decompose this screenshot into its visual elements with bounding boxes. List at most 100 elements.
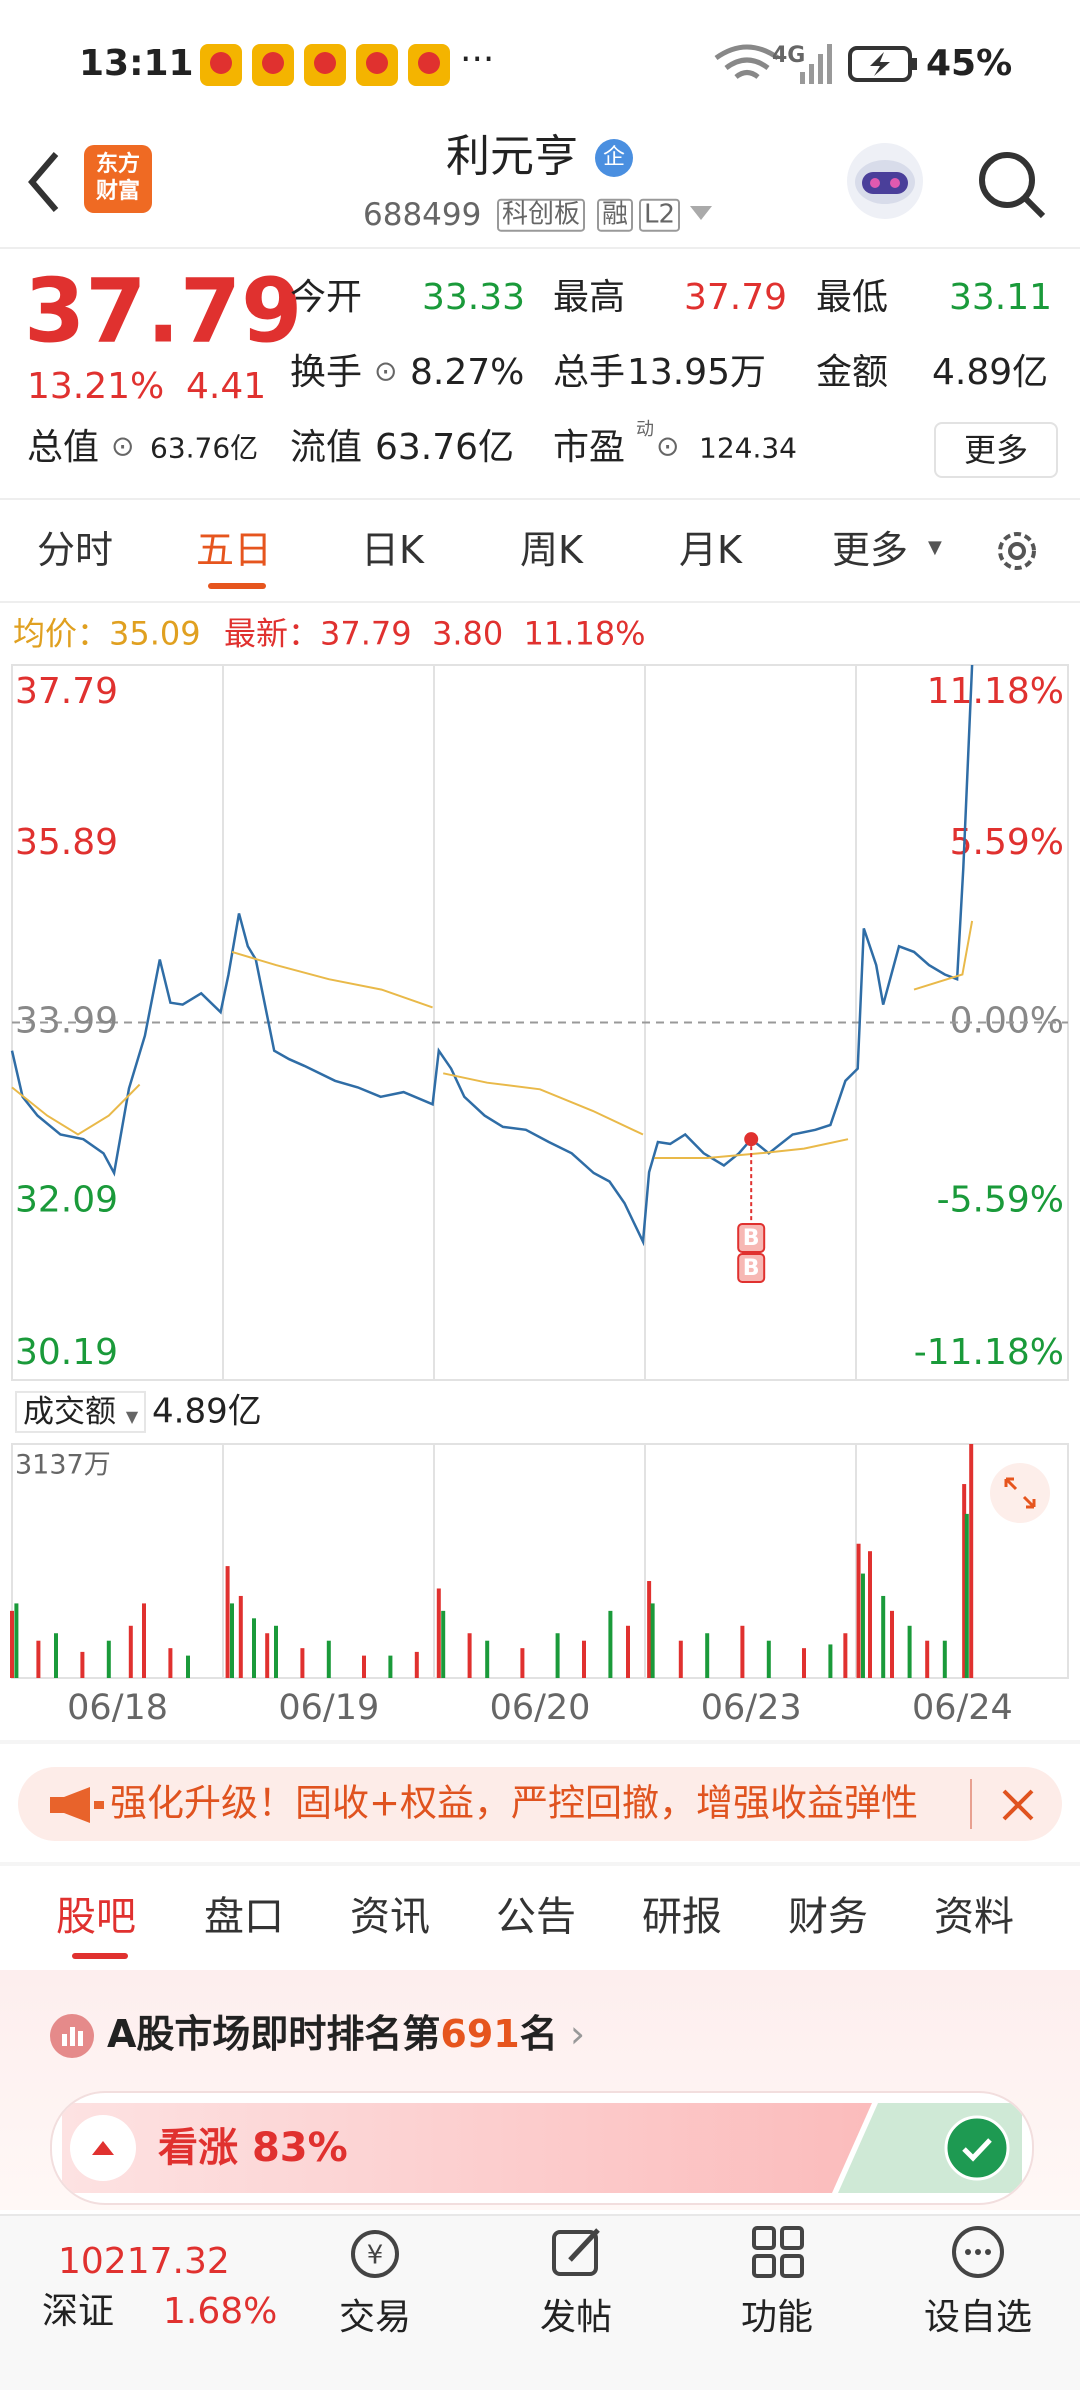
divider	[0, 601, 1080, 603]
index-change[interactable]: 1.68%	[163, 2291, 278, 2333]
field-value: 124.34	[699, 431, 797, 465]
chart-tab-active[interactable]: 五日	[196, 528, 273, 573]
search-button[interactable]	[975, 148, 1047, 220]
nav-item[interactable]: 交易	[339, 2297, 412, 2339]
volume-bar	[890, 1610, 894, 1678]
price-frame	[11, 664, 1069, 1381]
separator	[970, 1779, 972, 1829]
trade-icon[interactable]: ¥	[344, 2226, 406, 2282]
svg-text:¥: ¥	[367, 2241, 384, 2271]
price-line	[10, 664, 974, 1247]
company-badge: 企	[595, 139, 633, 177]
index-value[interactable]: 10217.32	[58, 2241, 230, 2283]
app-logo[interactable]: 东方 财富	[84, 145, 152, 213]
section-tab[interactable]: 盘口	[204, 1894, 284, 1940]
watchlist-icon[interactable]	[948, 2224, 1008, 2280]
more-button[interactable]: 更多	[934, 422, 1058, 478]
volume-bar	[186, 1655, 190, 1678]
volume-bar	[252, 1618, 256, 1678]
dropdown-arrow: ▼	[928, 537, 942, 559]
y-tick-label: 32.09	[15, 1179, 118, 1220]
volume-bar	[485, 1640, 490, 1678]
volume-bar	[436, 1588, 441, 1678]
vote-bar[interactable]: 看涨 83%	[50, 2091, 1034, 2205]
x-tick-label: 06/18	[67, 1688, 168, 1728]
info-icon[interactable]: ⊙	[374, 354, 398, 388]
function-icon[interactable]	[748, 2224, 808, 2280]
promo-banner[interactable]: 强化升级！固收+权益，严控回撤，增强收益弹性	[18, 1767, 1062, 1841]
volume-label: 成交额	[23, 1393, 116, 1430]
volume-bar	[650, 1603, 655, 1678]
volume-bar	[274, 1625, 278, 1678]
dropdown-arrow[interactable]	[690, 206, 712, 222]
latest-change: 3.80	[431, 614, 504, 653]
field-label: 换手	[290, 352, 363, 394]
nav-item[interactable]: 发帖	[540, 2297, 613, 2339]
volume-bar	[80, 1651, 85, 1678]
volume-bar	[128, 1625, 133, 1678]
volume-bar	[678, 1640, 683, 1678]
divider	[0, 1862, 1080, 1866]
check-icon	[944, 2115, 1010, 2181]
field-value: 8.27%	[410, 352, 525, 394]
chart-tab[interactable]: 更多	[832, 528, 909, 573]
volume-bar	[36, 1640, 41, 1678]
tab-indicator	[208, 583, 266, 589]
rank-text[interactable]: A股市场即时排名第691名 ›	[107, 2012, 586, 2057]
avg-price: 均价：35.09	[13, 616, 201, 651]
volume-bar	[740, 1625, 745, 1678]
megaphone-icon	[50, 1787, 104, 1823]
volume-bar	[225, 1566, 230, 1678]
info-icon[interactable]: ⊙	[656, 429, 680, 463]
up-icon	[70, 2115, 136, 2181]
nav-item[interactable]: 功能	[741, 2297, 814, 2339]
chart-tab[interactable]: 日K	[361, 528, 424, 573]
avg-value: 35.09	[109, 614, 201, 653]
field-label: 最低	[816, 277, 889, 319]
volume-total: 4.89亿	[152, 1391, 262, 1432]
volume-bar	[520, 1648, 525, 1678]
settings-button[interactable]	[990, 524, 1044, 578]
field-value: 37.79	[684, 277, 788, 319]
nav-item[interactable]: 设自选	[924, 2297, 1033, 2339]
volume-bar	[441, 1610, 446, 1678]
field-label: 总手	[553, 352, 626, 394]
close-button[interactable]	[1000, 1787, 1036, 1823]
volume-bar	[555, 1633, 560, 1678]
chart-tab[interactable]: 分时	[37, 528, 114, 573]
assistant-avatar[interactable]	[844, 140, 926, 222]
chart-tab[interactable]: 周K	[520, 528, 583, 573]
back-button[interactable]	[24, 150, 64, 214]
post-icon[interactable]	[546, 2224, 608, 2280]
section-tab[interactable]: 财务	[788, 1894, 868, 1940]
volume-bar	[881, 1595, 886, 1678]
vote-result: 看涨 83%	[158, 2126, 348, 2170]
section-tab[interactable]: 资讯	[350, 1894, 430, 1940]
volume-selector[interactable]: 成交额 ▼	[15, 1390, 147, 1434]
bottom-nav	[0, 2214, 1080, 2390]
section-tab[interactable]: 资料	[934, 1894, 1014, 1940]
y-tick-label: 3137万	[15, 1450, 111, 1481]
notification-icons	[200, 44, 450, 86]
section-tab[interactable]: 公告	[496, 1894, 576, 1940]
wifi-icon	[714, 44, 780, 80]
volume-bar	[582, 1640, 586, 1678]
section-tab-active[interactable]: 股吧	[56, 1894, 136, 1940]
section-tab[interactable]: 研报	[642, 1894, 722, 1940]
banner-text: 强化升级！固收+权益，严控回撤，增强收益弹性	[110, 1783, 919, 1825]
volume-bar	[860, 1573, 865, 1678]
y-tick-label: 35.89	[15, 822, 118, 863]
volume-bar	[230, 1603, 234, 1678]
expand-button[interactable]	[990, 1463, 1050, 1523]
tag: 融	[597, 198, 634, 232]
y-tick-label: 37.79	[15, 671, 118, 712]
rank-icon	[50, 2014, 94, 2058]
y2-tick-label: 11.18%	[927, 671, 1064, 712]
info-icon[interactable]: ⊙	[111, 429, 135, 463]
index-name[interactable]: 深证	[42, 2291, 115, 2333]
vote-value: 83%	[251, 2125, 348, 2171]
network-type: 4G	[772, 42, 806, 68]
volume-bar	[608, 1610, 613, 1678]
stock-code: 688499	[363, 196, 482, 233]
chart-tab[interactable]: 月K	[679, 528, 742, 573]
